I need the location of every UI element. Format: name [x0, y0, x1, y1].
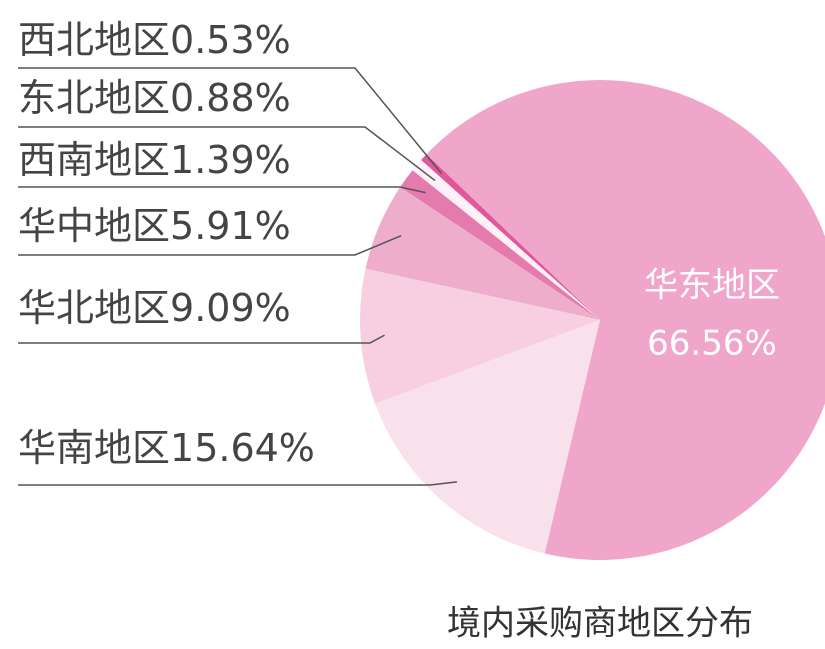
category-label: 西北地区	[18, 18, 170, 62]
leader-line	[18, 334, 385, 344]
slice-label: 华北地区9.09%	[18, 286, 291, 330]
leader-line	[18, 67, 442, 174]
pie-slice	[421, 154, 600, 320]
leader-line	[18, 126, 436, 182]
value-label: 5.91%	[170, 204, 291, 248]
pie-slice	[375, 320, 600, 554]
category-label: 华东地区	[644, 266, 780, 306]
slice-label: 华南地区15.64%	[18, 426, 315, 470]
value-label: 15.64%	[170, 426, 315, 470]
leader-line	[18, 234, 402, 256]
value-label: 0.88%	[170, 76, 291, 120]
pie-slice	[365, 187, 600, 320]
slice-label: 西南地区1.39%	[18, 138, 291, 182]
slice-label: 西北地区0.53%	[18, 18, 291, 62]
category-label: 东北地区	[18, 76, 170, 120]
pie-slice	[400, 170, 600, 320]
leader-line	[18, 481, 458, 486]
slice-label: 东北地区0.88%	[18, 76, 291, 120]
slice-label: 华中地区5.91%	[18, 204, 291, 248]
category-label: 华北地区	[18, 286, 170, 330]
value-label: 9.09%	[170, 286, 291, 330]
category-label: 华南地区	[18, 426, 170, 470]
pie-slice	[360, 268, 600, 404]
pie-slice	[412, 160, 600, 320]
chart-title: 境内采购商地区分布	[447, 604, 753, 644]
value-label: 66.56%	[647, 324, 777, 364]
category-label: 西南地区	[18, 138, 170, 182]
leader-line	[18, 186, 426, 194]
pie-slice	[426, 80, 825, 560]
value-label: 0.53%	[170, 18, 291, 62]
value-label: 1.39%	[170, 138, 291, 182]
category-label: 华中地区	[18, 204, 170, 248]
